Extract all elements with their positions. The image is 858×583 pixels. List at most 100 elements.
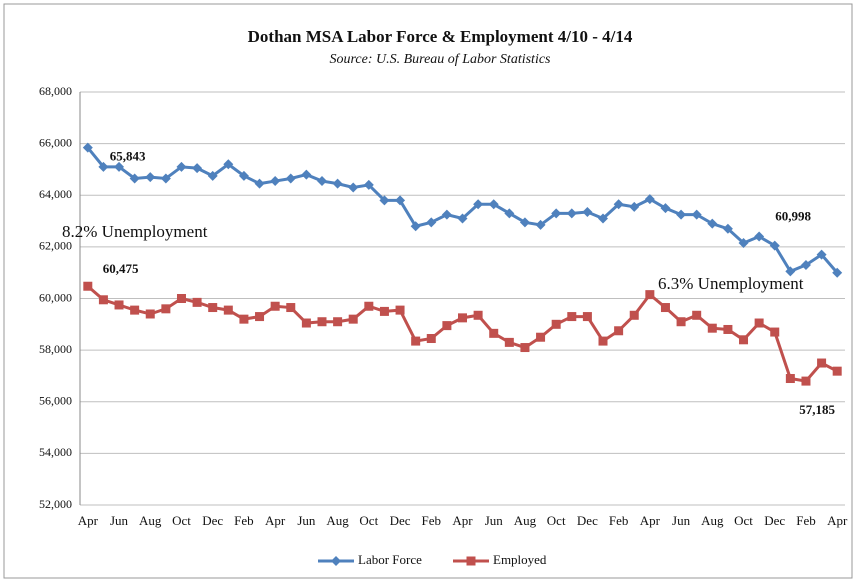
x-tick-label: Dec	[764, 513, 785, 528]
point	[208, 303, 218, 313]
point	[364, 301, 374, 311]
point	[504, 337, 514, 347]
point	[82, 142, 93, 153]
point	[488, 199, 499, 210]
point	[458, 313, 467, 323]
data-label: 60,998	[775, 209, 811, 224]
y-tick-label: 62,000	[39, 239, 72, 253]
point	[769, 240, 780, 251]
point	[691, 209, 702, 220]
point	[114, 300, 124, 310]
point	[98, 295, 108, 305]
point	[286, 303, 296, 313]
point	[832, 366, 842, 376]
point	[707, 218, 718, 229]
point	[333, 317, 343, 327]
x-tick-label: Jun	[297, 513, 316, 528]
legend-marker	[331, 556, 341, 566]
x-tick-label: Apr	[265, 513, 286, 528]
x-tick-label: Aug	[326, 513, 349, 528]
x-tick-label: Aug	[139, 513, 162, 528]
point	[598, 213, 609, 224]
point	[629, 310, 639, 320]
x-tick-label: Aug	[514, 513, 537, 528]
point	[519, 217, 530, 228]
y-tick-label: 60,000	[39, 290, 72, 304]
point	[629, 201, 640, 212]
point	[800, 259, 811, 270]
point	[410, 221, 421, 232]
point	[613, 199, 624, 210]
point	[176, 294, 186, 303]
annotation: 6.3% Unemployment	[658, 274, 804, 293]
point	[301, 169, 312, 180]
x-tick-label: Apr	[827, 513, 848, 528]
annotation: 8.2% Unemployment	[62, 222, 208, 241]
point	[520, 343, 530, 353]
point	[270, 176, 281, 187]
chart-frame	[3, 3, 853, 579]
data-label: 65,843	[110, 149, 146, 164]
point	[426, 217, 437, 228]
chart-subtitle: Source: U.S. Bureau of Labor Statistics	[329, 52, 551, 67]
x-tick-label: Oct	[734, 513, 753, 528]
point	[114, 161, 125, 172]
point	[223, 305, 233, 315]
x-tick-label: Dec	[577, 513, 598, 528]
point	[645, 290, 655, 300]
point	[129, 173, 140, 184]
x-tick-label: Oct	[172, 513, 191, 528]
x-tick-label: Jun	[485, 513, 504, 528]
x-tick-label: Feb	[234, 513, 254, 528]
y-tick-label: 54,000	[39, 445, 72, 459]
point	[504, 208, 515, 219]
point	[379, 306, 389, 316]
point	[582, 312, 592, 322]
point	[535, 219, 546, 230]
point	[722, 223, 733, 234]
point	[489, 328, 499, 338]
point	[426, 334, 436, 344]
point	[817, 358, 827, 368]
point	[83, 281, 93, 291]
point	[473, 199, 484, 210]
point	[551, 319, 561, 329]
point	[723, 324, 733, 334]
point	[832, 267, 843, 278]
x-tick-label: Apr	[640, 513, 661, 528]
point	[551, 208, 562, 219]
point	[332, 178, 343, 189]
point	[207, 170, 218, 181]
point	[614, 326, 624, 336]
point	[130, 305, 140, 315]
point	[395, 305, 405, 315]
point	[801, 376, 811, 386]
point	[317, 317, 327, 327]
legend-label: Labor Force	[358, 552, 422, 567]
point	[754, 231, 765, 242]
point	[411, 336, 421, 346]
x-tick-label: Dec	[202, 513, 223, 528]
point	[160, 173, 171, 184]
point	[348, 182, 359, 193]
point	[816, 249, 827, 260]
point	[660, 203, 671, 214]
point	[161, 304, 171, 314]
legend-marker	[466, 556, 476, 566]
point	[566, 208, 577, 219]
x-tick-label: Aug	[701, 513, 724, 528]
point	[785, 374, 795, 384]
point	[379, 195, 390, 206]
chart-title: Dothan MSA Labor Force & Employment 4/10…	[248, 27, 633, 46]
point	[660, 303, 670, 313]
point	[770, 327, 780, 337]
point	[239, 314, 249, 324]
x-tick-label: Feb	[422, 513, 442, 528]
point	[316, 176, 327, 187]
point	[473, 310, 483, 320]
y-tick-label: 58,000	[39, 342, 72, 356]
point	[145, 172, 156, 183]
x-tick-label: Feb	[609, 513, 629, 528]
x-tick-label: Apr	[78, 513, 99, 528]
legend-label: Employed	[493, 552, 547, 567]
